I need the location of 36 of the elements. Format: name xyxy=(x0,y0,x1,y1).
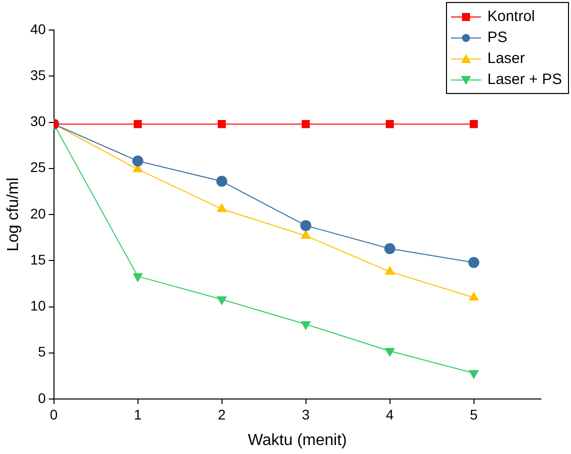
point xyxy=(384,243,396,254)
legend-label: Laser + PS xyxy=(487,71,562,88)
x-tick-label: 0 xyxy=(50,406,58,422)
x-tick-label: 4 xyxy=(386,406,394,422)
y-tick-label: 40 xyxy=(30,20,46,37)
y-tick-label: 15 xyxy=(30,251,46,268)
y-tick-label: 10 xyxy=(30,298,46,314)
point xyxy=(218,120,226,128)
legend-label: PS xyxy=(487,29,508,46)
point xyxy=(468,256,480,268)
point xyxy=(384,348,395,357)
point xyxy=(132,273,143,282)
y-tick-label: 5 xyxy=(38,344,46,360)
y-tick-label: 30 xyxy=(30,113,46,130)
point xyxy=(300,220,312,232)
point xyxy=(300,321,311,330)
point xyxy=(470,120,478,128)
y-tick-label: 0 xyxy=(38,390,46,406)
y-axis-title: Log cfu/ml xyxy=(5,178,22,252)
point xyxy=(134,120,142,128)
point xyxy=(386,120,394,128)
x-axis-title: Waktu (menit) xyxy=(248,432,347,449)
point xyxy=(216,296,227,305)
point xyxy=(468,370,479,379)
x-tick-label: 2 xyxy=(218,406,226,422)
x-tick-label: 3 xyxy=(302,406,310,422)
y-tick-label: 35 xyxy=(30,66,46,83)
legend-label: Kontrol xyxy=(487,8,535,25)
point xyxy=(302,120,310,128)
legend-label: Laser xyxy=(487,50,525,67)
x-tick-label: 5 xyxy=(470,406,478,422)
point xyxy=(132,155,144,166)
point xyxy=(216,176,228,187)
y-tick-label: 20 xyxy=(30,205,46,222)
y-tick-label: 25 xyxy=(30,159,46,176)
x-tick-label: 1 xyxy=(134,406,142,422)
